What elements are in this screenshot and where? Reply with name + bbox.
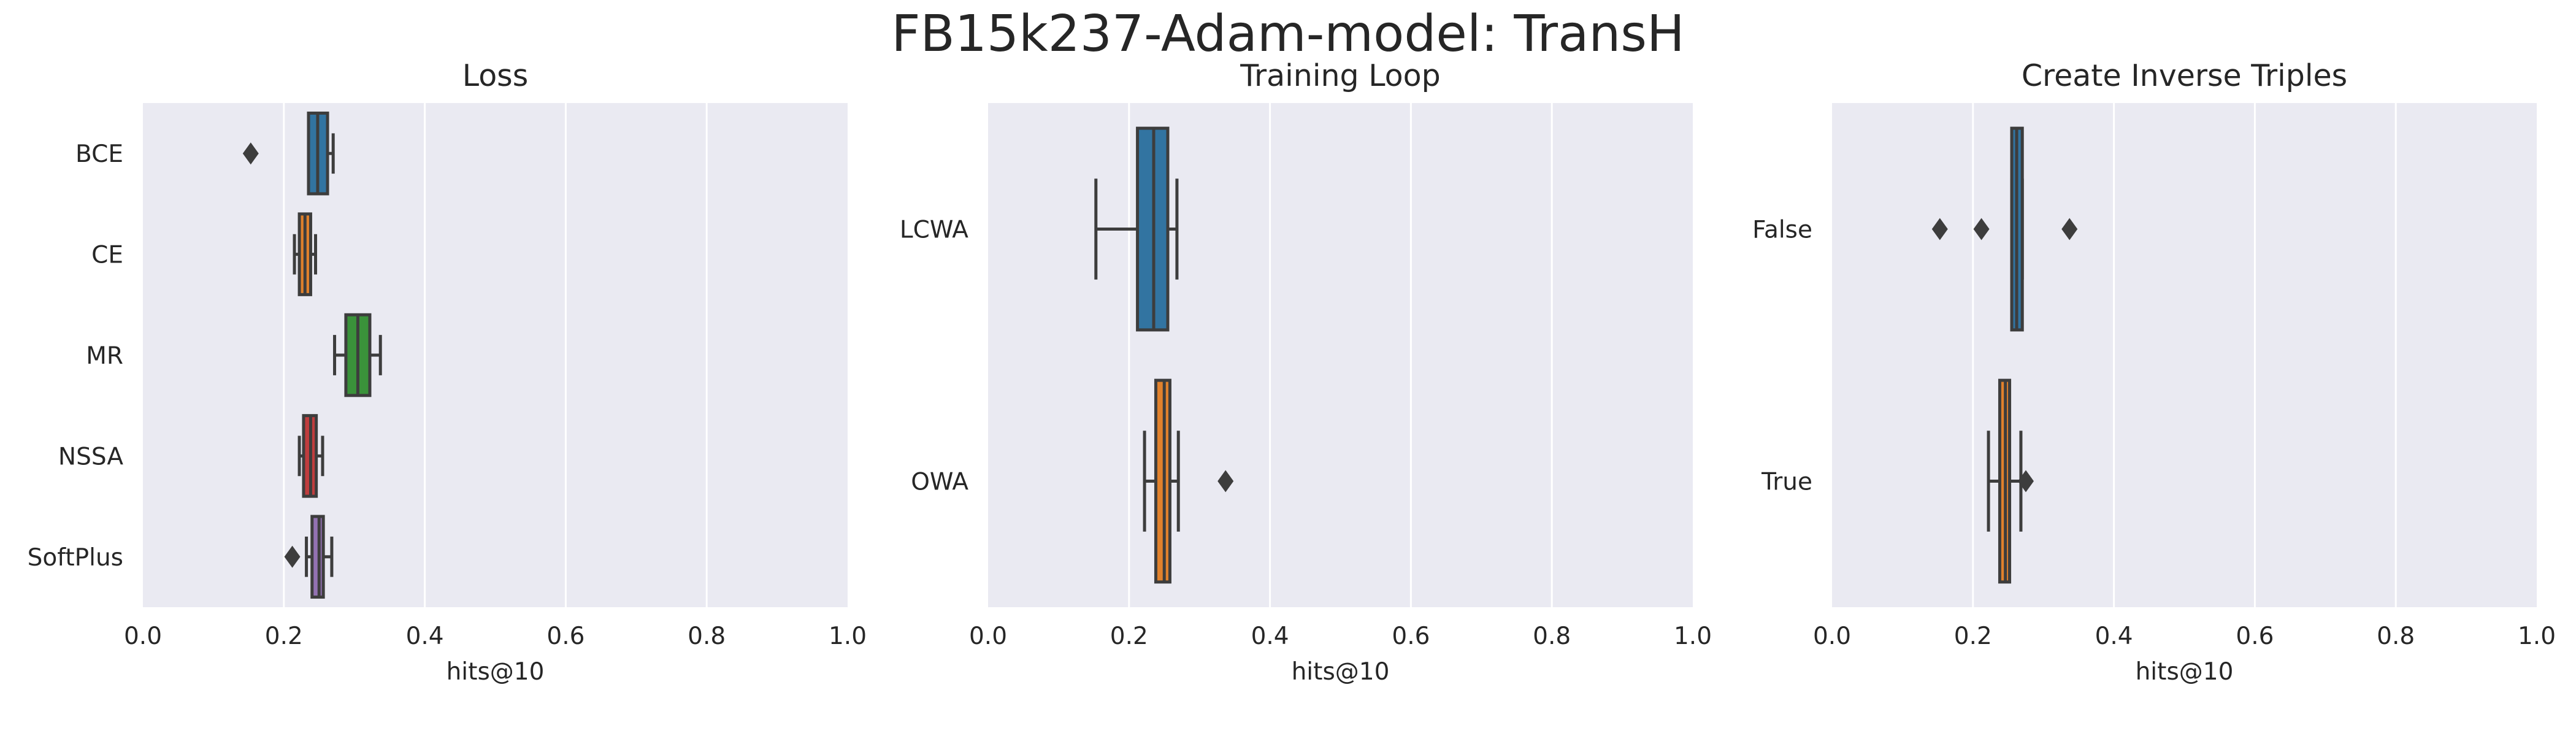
box-owa: OWA [911,378,1234,584]
x-tick-label: 0.4 [2095,623,2133,650]
panel-1: 0.0 0.2 0.4 0.6 0.8 1.0 Loss hits@10 BCE CE MR NSSA… [28,58,867,686]
box-softplus: SoftPlus [28,515,334,599]
plot-background [988,103,1693,607]
outlier-point [1931,218,1948,240]
plot-background [1832,103,2537,607]
x-tick-label: 0.6 [546,623,585,650]
x-tick-label: 0.8 [1533,623,1571,650]
x-tick-label: 0.4 [1251,623,1289,650]
x-tick-label: 0.2 [1954,623,1992,650]
outlier-point [1217,470,1234,493]
y-tick-label: SoftPlus [28,544,123,572]
y-tick-label: MR [86,342,123,370]
x-tick-label: 0.6 [1392,623,1430,650]
outlier-point [2061,218,2078,240]
y-tick-label: False [1752,217,1812,244]
y-tick-label: True [1761,469,1812,496]
box-true: True [1761,378,2034,584]
panel-title: Create Inverse Triples [2022,58,2347,93]
panel-title: Loss [462,58,528,93]
x-tick-label: 1.0 [2518,623,2556,650]
y-tick-label: OWA [911,469,968,496]
x-axis-label: hits@10 [1292,658,1390,686]
x-tick-label: 1.0 [829,623,867,650]
x-axis-label: hits@10 [2136,658,2234,686]
panel-3: 0.0 0.2 0.4 0.6 0.8 1.0 Create Inverse Triples… [1752,58,2556,686]
outlier-point [2017,470,2034,493]
y-tick-label: NSSA [58,443,123,470]
x-tick-label: 1.0 [1674,623,1712,650]
y-tick-label: BCE [75,140,123,168]
y-tick-label: LCWA [900,217,968,244]
y-tick-label: CE [91,242,123,269]
x-tick-label: 0.8 [688,623,726,650]
box-nssa: NSSA [58,414,324,498]
box-mr: MR [86,313,382,397]
plot-background [143,103,848,607]
outlier-point [1973,218,1990,240]
outlier-point [242,142,259,165]
box-false: False [1752,126,2078,332]
panel-title: Training Loop [1240,58,1440,93]
box-lcwa: LCWA [900,126,1179,332]
box-ce: CE [91,212,318,296]
figure-title: FB15k237-Adam-model: TransH [891,5,1685,63]
x-tick-label: 0.2 [265,623,303,650]
x-tick-label: 0.8 [2377,623,2415,650]
panel-2: 0.0 0.2 0.4 0.6 0.8 1.0 Training Loop hits@10 LC… [900,58,1712,686]
x-axis-label: hits@10 [447,658,545,686]
x-tick-label: 0.0 [1813,623,1851,650]
x-tick-label: 0.2 [1110,623,1148,650]
x-tick-label: 0.0 [124,623,162,650]
x-tick-label: 0.6 [2236,623,2274,650]
outlier-point [284,545,301,568]
box-bce: BCE [75,111,335,196]
x-tick-label: 0.4 [406,623,444,650]
x-tick-label: 0.0 [969,623,1007,650]
